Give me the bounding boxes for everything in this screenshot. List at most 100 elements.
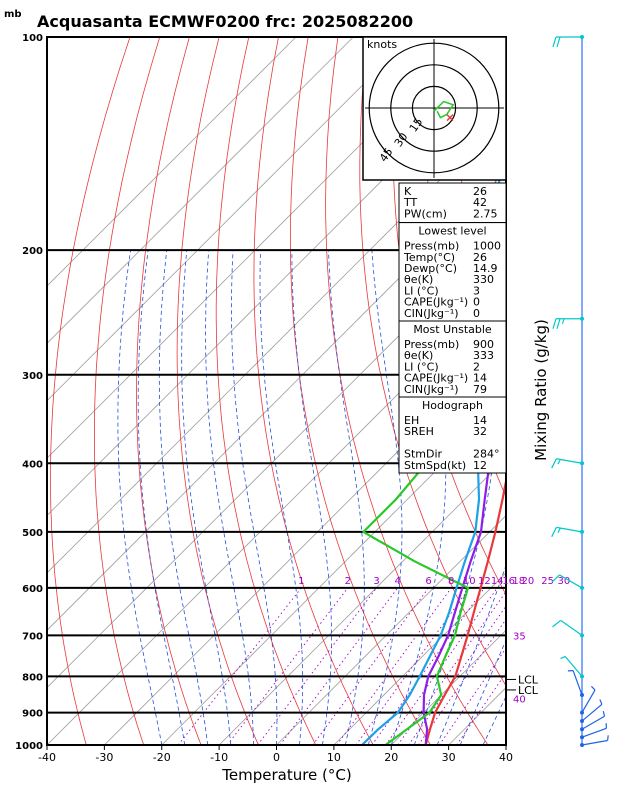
pressure-unit-label: mb xyxy=(4,9,22,20)
index-value: 42 xyxy=(473,196,487,209)
pressure-tick-label: 900 xyxy=(22,709,43,720)
index-value: 26 xyxy=(473,185,487,198)
mixing-ratio-label: 12 xyxy=(478,576,491,587)
lcl-label: LCL xyxy=(518,684,539,697)
index-value: 14 xyxy=(473,372,487,385)
wind-barb-staff xyxy=(556,526,583,533)
mixing-ratio-label: 10 xyxy=(463,576,476,587)
mixing-ratio-label: 18 xyxy=(512,576,525,587)
index-key: CAPE(Jkg⁻¹) xyxy=(404,296,468,309)
wind-barb-base xyxy=(580,727,584,732)
mixing-ratio-label: 1 xyxy=(298,576,304,587)
mixing-ratio-label: 8 xyxy=(448,576,454,587)
x-axis-label: Temperature (°C) xyxy=(221,766,351,784)
hodograph-trace xyxy=(433,100,455,119)
index-value: 79 xyxy=(473,383,487,396)
x-tick-label: -40 xyxy=(38,751,56,764)
pressure-tick-label: 200 xyxy=(22,246,43,257)
index-value: 330 xyxy=(473,273,494,286)
isotherm-line xyxy=(47,37,354,344)
lcl-label: LCL xyxy=(518,673,539,686)
index-key: Dewp(°C) xyxy=(404,262,457,275)
wind-barbs xyxy=(551,35,609,747)
dry-adiabat-line xyxy=(215,37,317,745)
index-value: 900 xyxy=(473,338,494,351)
index-key: CAPE(Jkg⁻¹) xyxy=(404,372,468,385)
wind-barb-flag xyxy=(599,699,603,705)
mixing-ratio-label: 20 xyxy=(522,576,535,587)
indices-section-heading: Most Unstable xyxy=(413,323,492,336)
pressure-tick-label: 300 xyxy=(22,371,43,382)
x-tick-label: -10 xyxy=(210,751,228,764)
storm-motion-marker xyxy=(446,114,454,122)
index-key: TT xyxy=(403,196,418,209)
wind-barb xyxy=(560,655,584,679)
index-key: Press(mb) xyxy=(404,338,459,351)
mixing-ratio-line xyxy=(257,587,377,745)
wind-barb-base xyxy=(580,719,584,724)
isotherm-line xyxy=(161,400,506,745)
mixing-ratio-line xyxy=(408,605,506,745)
wind-barb-staff xyxy=(581,727,607,738)
isotherm-line xyxy=(218,457,506,745)
pressure-tick-label: 600 xyxy=(22,584,43,595)
x-tick-label: 0 xyxy=(273,751,280,764)
mixing-ratio-line xyxy=(456,671,506,745)
moist-adiabat-line xyxy=(158,250,208,745)
wind-barb-base xyxy=(580,735,584,740)
wind-barb-staff xyxy=(559,574,583,589)
mixing-ratio-label: 4 xyxy=(394,576,400,587)
moist-adiabat-line xyxy=(291,250,332,745)
wind-barb-flag xyxy=(551,527,557,537)
wind-barb-staff xyxy=(560,619,583,636)
dry-adiabat-line xyxy=(50,37,131,745)
moist-adiabat-line xyxy=(117,250,163,745)
wind-barb-staff xyxy=(556,458,583,464)
wind-barb-staff xyxy=(581,689,596,713)
wind-barb-staff xyxy=(581,739,608,746)
dry-adiabat-line xyxy=(136,37,202,745)
pressure-tick-label: 400 xyxy=(22,459,43,470)
x-tick-label: 10 xyxy=(327,751,341,764)
wind-barb xyxy=(567,669,584,698)
wind-barb-staff xyxy=(581,715,605,730)
index-key: StmSpd(kt) xyxy=(404,459,466,472)
mixing-ratio-line xyxy=(279,587,399,745)
wind-barb-flag xyxy=(561,318,565,324)
index-key: EH xyxy=(404,414,419,427)
pressure-tick-label: 700 xyxy=(22,631,43,642)
mixing-ratio-label: 30 xyxy=(558,576,571,587)
hodograph-ring xyxy=(411,85,457,131)
wind-barb-flag xyxy=(552,318,557,329)
wind-barb-staff xyxy=(581,703,603,722)
wind-barb xyxy=(580,711,606,732)
indices-table: K 26 TT 42 PW(cm) 2.75 Lowest level Press(mb) 10… xyxy=(398,182,507,474)
theta-e-label: 35 xyxy=(513,631,526,642)
isotherm-line xyxy=(47,228,506,689)
moist-adiabat-line xyxy=(367,250,403,745)
indices-section-heading: Hodograph xyxy=(422,399,483,412)
mixing-ratio-line xyxy=(177,587,302,745)
isotherm-line xyxy=(333,572,506,745)
dry-adiabat-line xyxy=(94,37,161,745)
moist-adiabat-line xyxy=(259,250,304,745)
mixing-ratio-line xyxy=(312,587,429,745)
parcel-profile xyxy=(424,475,506,745)
moist-adiabat-line xyxy=(505,744,506,745)
dry-adiabat-line xyxy=(176,37,259,745)
wind-barb-base xyxy=(580,693,584,698)
wind-barb-base xyxy=(580,529,584,534)
wind-barb xyxy=(580,723,608,740)
wind-barb-flag xyxy=(552,619,562,628)
isotherm-line xyxy=(47,37,469,459)
index-value: 2 xyxy=(473,360,480,373)
indices-box xyxy=(398,182,507,224)
pressure-tick-label: 1000 xyxy=(15,741,43,752)
index-value: 0 xyxy=(473,296,480,309)
wind-barb-flag xyxy=(557,527,561,533)
wetbulb-profile xyxy=(362,331,506,745)
wind-barb-base xyxy=(580,633,584,638)
mixing-ratio-line xyxy=(397,590,506,745)
